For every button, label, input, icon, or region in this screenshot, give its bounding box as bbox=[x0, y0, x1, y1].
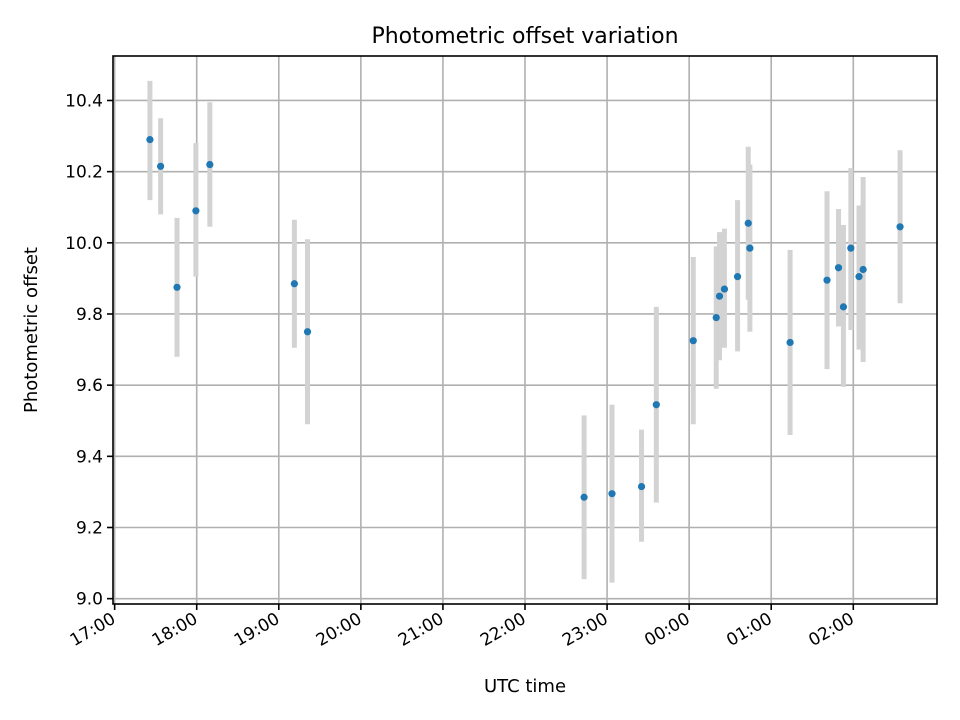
y-tick-label: 9.8 bbox=[76, 305, 103, 325]
data-point bbox=[855, 273, 863, 281]
data-point bbox=[689, 337, 697, 345]
data-point bbox=[712, 313, 720, 322]
grid-lines bbox=[113, 56, 937, 604]
data-point bbox=[847, 244, 855, 252]
y-tick-label: 10.4 bbox=[65, 91, 103, 111]
y-tick-label: 9.6 bbox=[76, 376, 103, 396]
data-point bbox=[290, 280, 298, 288]
data-point bbox=[896, 223, 904, 231]
data-point bbox=[157, 162, 165, 170]
data-points bbox=[146, 136, 904, 501]
x-axis-label: UTC time bbox=[484, 676, 566, 697]
y-tick-label: 10.2 bbox=[65, 163, 103, 183]
data-point bbox=[146, 136, 154, 144]
data-point bbox=[859, 265, 867, 274]
data-point bbox=[839, 303, 848, 311]
data-point bbox=[720, 285, 729, 293]
data-point bbox=[733, 273, 742, 281]
data-point bbox=[173, 283, 181, 291]
y-tick-label: 10.0 bbox=[65, 234, 103, 254]
data-point bbox=[786, 338, 794, 347]
y-axis-label: Photometric offset bbox=[21, 247, 42, 413]
data-point bbox=[637, 482, 646, 491]
y-tick-label: 9.0 bbox=[76, 590, 103, 610]
chart-title: Photometric offset variation bbox=[371, 24, 678, 49]
data-point bbox=[744, 219, 752, 227]
data-point bbox=[823, 276, 831, 284]
data-point bbox=[608, 490, 616, 498]
data-point bbox=[834, 264, 843, 272]
data-point bbox=[715, 292, 724, 300]
data-point bbox=[303, 328, 312, 336]
y-tick-label: 9.2 bbox=[76, 518, 103, 538]
data-point bbox=[580, 493, 588, 501]
y-tick-label: 9.4 bbox=[76, 447, 103, 467]
data-point bbox=[652, 401, 660, 409]
data-point bbox=[746, 244, 754, 252]
data-point bbox=[192, 207, 200, 215]
data-point bbox=[206, 160, 214, 169]
y-axis-ticks: 9.0 9.2 9.4 9.6 9.8 10.0 10.2 10.4 bbox=[65, 91, 113, 610]
